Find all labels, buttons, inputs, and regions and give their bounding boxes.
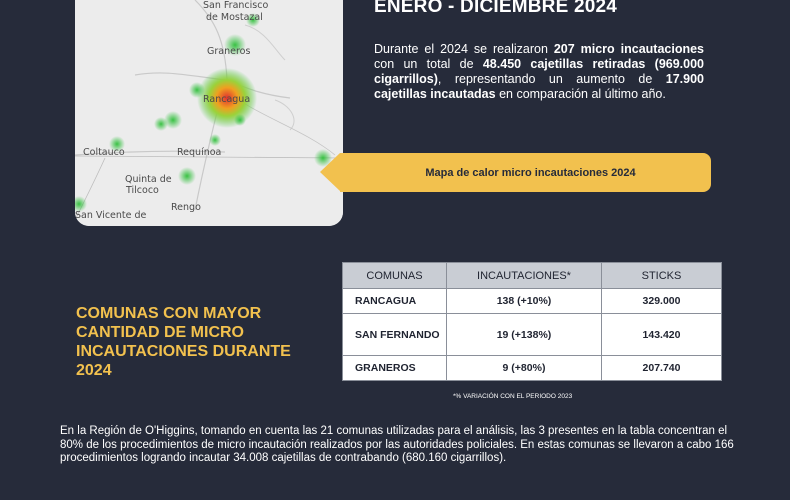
summary-text: en comparación al último año. — [495, 87, 666, 101]
heat-map: San Francisco de Mostazal Graneros Ranca… — [75, 0, 343, 226]
map-label-san-vicente: San Vicente de — [75, 210, 147, 221]
column-header-sticks: STICKS — [601, 262, 722, 289]
column-header-comunas: COMUNAS — [342, 262, 447, 289]
map-label-graneros: Graneros — [207, 46, 251, 57]
map-label-tilcoco: Tilcoco — [126, 185, 159, 196]
table-row: SAN FERNANDO 19 (+138%) 143.420 — [342, 313, 722, 356]
table-row: GRANEROS 9 (+80%) 207.740 — [342, 355, 722, 381]
table-header-row: COMUNAS INCAUTACIONES* STICKS — [342, 262, 722, 289]
summary-text: , representando un aumento de — [437, 72, 666, 86]
column-header-incautaciones: INCAUTACIONES* — [446, 262, 602, 289]
cell-incautaciones: 9 (+80%) — [446, 355, 602, 381]
map-label-coltauco: Coltauco — [83, 147, 125, 158]
table-footnote: *% VARIACIÓN CON EL PERIODO 2023 — [453, 393, 573, 400]
summary-text: con un total de — [374, 57, 483, 71]
summary-text: Durante el 2024 se realizaron — [374, 42, 554, 56]
map-label-rancagua: Rancagua — [203, 94, 251, 105]
map-label-rengo: Rengo — [171, 202, 201, 213]
summary-highlight: 17.900 cajetillas incautadas — [374, 72, 704, 101]
section-title: COMUNAS CON MAYOR CANTIDAD DE MICRO INCA… — [76, 305, 291, 379]
bottom-paragraph: En la Región de O'Higgins, tomando en cu… — [60, 425, 734, 464]
cell-incautaciones: 138 (+10%) — [446, 288, 602, 314]
cell-sticks: 143.420 — [601, 313, 722, 356]
summary-highlight: 48.450 cajetillas retiradas (969.000 cig… — [374, 57, 705, 86]
summary-highlight: 207 micro incautaciones — [553, 42, 704, 56]
heat-map-graphic — [75, 0, 343, 226]
table-row: RANCAGUA 138 (+10%) 329.000 — [342, 288, 722, 314]
map-caption-text: Mapa de calor micro incautaciones 2024 — [425, 166, 636, 179]
cell-comuna: SAN FERNANDO — [342, 313, 447, 356]
cell-comuna: GRANEROS — [342, 355, 447, 381]
cell-comuna: RANCAGUA — [342, 288, 447, 314]
cell-sticks: 207.740 — [601, 355, 722, 381]
map-label-quinta-de: Quinta de — [125, 174, 172, 185]
comunas-table: COMUNAS INCAUTACIONES* STICKS RANCAGUA 1… — [342, 262, 722, 381]
cell-incautaciones: 19 (+138%) — [446, 313, 602, 356]
summary-paragraph: Durante el 2024 se realizaron 207 micro … — [374, 42, 704, 102]
map-label-san-francisco: San Francisco — [203, 0, 269, 11]
cell-sticks: 329.000 — [601, 288, 722, 314]
page-heading: ENERO - DICIEMBRE 2024 — [374, 0, 618, 17]
map-label-requinoa: Requínoa — [177, 147, 222, 158]
map-label-de-mostazal: de Mostazal — [206, 12, 263, 23]
map-caption-banner: Mapa de calor micro incautaciones 2024 — [320, 153, 711, 192]
